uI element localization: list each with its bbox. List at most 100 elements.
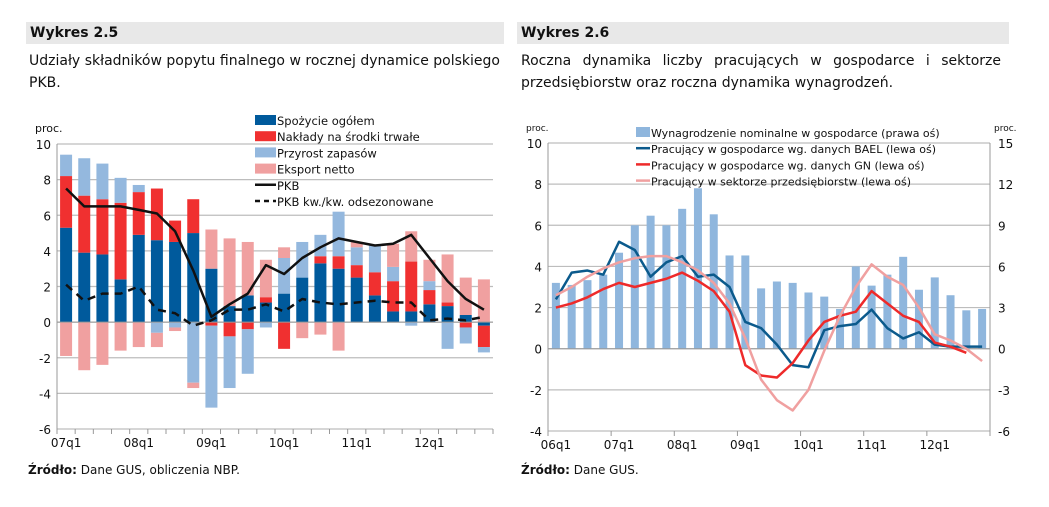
bar-07q1: [60, 154, 73, 177]
y-right-tick-label: 6: [998, 260, 1006, 274]
bar-09q4: [259, 322, 272, 328]
bar-10q4: [851, 266, 860, 349]
legend-label: PKB kw./kw. odsezonowane: [277, 195, 434, 209]
bar-08q4: [187, 382, 200, 389]
bar-08q3: [169, 241, 182, 323]
bar-08q2: [150, 332, 163, 348]
bar-07q3: [96, 163, 109, 200]
bar-11q3: [387, 243, 400, 267]
bar-09q1: [205, 229, 218, 269]
bar-11q2: [368, 245, 381, 273]
bar-08q4: [187, 322, 200, 383]
bar-07q4: [114, 279, 127, 323]
bar-12q2: [946, 295, 955, 349]
bar-10q3: [314, 256, 327, 264]
bar-07q4: [662, 225, 671, 349]
y-tick-label: 10: [36, 138, 51, 152]
bar-07q1: [60, 322, 73, 356]
bar-10q3: [314, 234, 327, 257]
bar-08q1: [678, 208, 687, 349]
bar-12q2: [441, 302, 454, 307]
y-tick-label: 4: [43, 245, 51, 259]
bar-11q4: [405, 261, 418, 312]
x-tick-label: 11q1: [856, 438, 887, 452]
bar-09q2: [223, 238, 236, 307]
y-tick-label: 8: [534, 178, 542, 192]
y-right-tick-label: 3: [998, 302, 1006, 316]
bar-09q3: [241, 329, 254, 374]
left-chart-header: Wykres 2.5: [26, 22, 504, 44]
line-pracuj-cy-w-gospodarce-wg-danych-bael-lewa-o-: [554, 240, 983, 369]
y-tick-label: 10: [527, 137, 542, 151]
bar-09q2: [223, 322, 236, 337]
bar-09q1: [205, 325, 218, 408]
bar-08q4: [187, 233, 200, 323]
x-tick-label: 10q1: [793, 438, 824, 452]
bar-11q3: [387, 311, 400, 323]
bar-12q2: [441, 254, 454, 303]
right-chart-description: Roczna dynamika liczby pracujących w gos…: [521, 53, 1001, 91]
legend-label: Spożycie ogółem: [277, 114, 375, 128]
y-tick-label: 2: [534, 302, 542, 316]
bar-11q1: [350, 247, 363, 266]
bar-11q1: [350, 277, 363, 323]
bar-08q4: [187, 199, 200, 234]
bar-12q3: [459, 315, 472, 323]
legend-label: Eksport netto: [277, 163, 355, 177]
line-pkb: [65, 187, 485, 319]
x-tick-label: 06q1: [541, 438, 572, 452]
legend-label: Pracujący w gospodarce wg. danych GN (le…: [651, 159, 925, 172]
y-tick-label: 2: [43, 281, 51, 295]
bar-10q1: [278, 322, 291, 349]
bar-10q4: [332, 322, 345, 351]
bar-08q1: [132, 192, 145, 235]
legend-label: Wynagrodzenie nominalne w gospodarce (pr…: [651, 127, 940, 140]
bar-08q3: [169, 322, 182, 328]
bar-11q1: [350, 241, 363, 248]
bar-10q3: [314, 322, 327, 335]
y-tick-label: -2: [39, 352, 51, 366]
bar-10q2: [296, 241, 309, 278]
bar-06q1: [551, 282, 560, 349]
right-source: Źródło: Dane GUS.: [521, 463, 639, 477]
legend-swatch: [636, 127, 650, 137]
y-axis-label: proc.: [526, 124, 549, 134]
bar-07q3: [96, 322, 109, 365]
bar-11q4: [914, 289, 923, 349]
bar-09q3: [772, 281, 781, 349]
left-chart-description: Udziały składników popytu finalnego w ro…: [29, 53, 500, 91]
y-right-tick-label: -3: [998, 384, 1010, 398]
bar-12q4: [477, 322, 490, 326]
x-tick-label: 12q1: [919, 438, 950, 452]
x-tick-label: 10q1: [269, 436, 300, 450]
x-tick-label: 08q1: [667, 438, 698, 452]
bar-07q2: [78, 322, 91, 371]
legend-label: PKB: [277, 179, 299, 193]
bar-10q3: [836, 308, 845, 349]
x-tick-label: 09q1: [730, 438, 761, 452]
bar-09q2: [223, 336, 236, 389]
left-source-label: Źródło:: [28, 463, 77, 477]
bar-07q4: [114, 177, 127, 203]
line-pkb-kw-kw-odsezonowane: [65, 283, 485, 327]
bar-10q2: [296, 322, 309, 339]
bar-07q2: [78, 158, 91, 196]
bar-09q2: [757, 288, 766, 349]
bar-07q4: [114, 202, 127, 280]
line-pracuj-cy-w-sektorze-przedsi-biorstw-lewa-o-: [555, 254, 983, 412]
y-tick-label: -4: [39, 387, 51, 401]
y-right-axis-label: proc.: [994, 124, 1017, 134]
bar-08q1: [132, 322, 145, 348]
bar-12q4: [477, 279, 490, 323]
bar-11q1: [867, 285, 876, 349]
bar-12q4: [477, 325, 490, 348]
bar-10q4: [332, 268, 345, 323]
bar-10q3: [314, 263, 327, 323]
bar-10q1: [804, 292, 813, 349]
bar-09q1: [205, 322, 218, 326]
bar-12q1: [930, 277, 939, 349]
bar-10q4: [332, 256, 345, 269]
x-tick-label: 11q1: [341, 436, 372, 450]
